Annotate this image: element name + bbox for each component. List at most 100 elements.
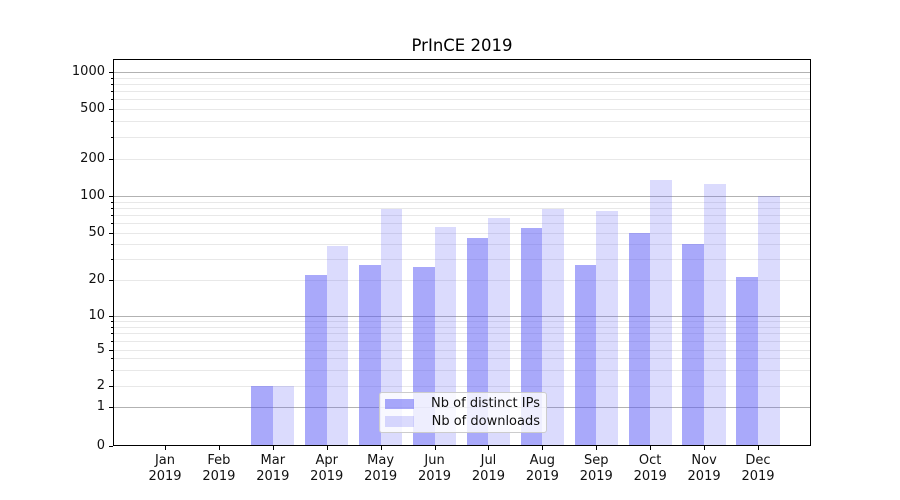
x-axis-tick xyxy=(218,446,220,450)
x-axis-tick xyxy=(488,446,490,450)
y-axis-minor-tick xyxy=(111,259,113,261)
y-axis-minor-tick xyxy=(111,77,113,79)
x-tick-label: Jun 2019 xyxy=(417,453,452,484)
y-gridline-major xyxy=(114,72,810,73)
bar-downloads-oct xyxy=(650,179,672,445)
y-gridline-minor xyxy=(114,83,810,85)
y-tick-label: 50 xyxy=(88,225,105,240)
y-axis-tick xyxy=(109,349,113,351)
bar-distinct-ips-oct xyxy=(628,233,651,445)
legend-swatch-downloads xyxy=(385,416,414,427)
bar-distinct-ips-aug xyxy=(520,227,543,445)
y-gridline-minor xyxy=(114,121,810,123)
bar-downloads-aug xyxy=(542,209,564,445)
x-tick-label: May 2019 xyxy=(364,453,398,484)
y-axis-tick xyxy=(109,407,113,408)
x-tick-label: Feb 2019 xyxy=(202,453,236,484)
legend-swatch-distinct-ips xyxy=(385,398,414,409)
x-axis-tick xyxy=(650,446,652,450)
y-gridline-minor xyxy=(114,99,810,101)
y-axis-minor-tick xyxy=(111,223,113,225)
chart-title: PrInCE 2019 xyxy=(411,36,513,55)
y-tick-label: 0 xyxy=(96,438,105,453)
legend-label-distinct-ips: Nb of distinct IPs xyxy=(431,396,540,412)
legend-label-downloads: Nb of downloads xyxy=(431,413,540,429)
y-gridline-minor xyxy=(114,215,810,217)
y-gridline-minor xyxy=(114,109,810,110)
y-axis-tick xyxy=(109,316,113,317)
y-axis-minor-tick xyxy=(111,369,113,371)
y-axis-minor-tick xyxy=(111,358,113,360)
y-axis-minor-tick xyxy=(111,136,113,138)
y-gridline-minor xyxy=(114,223,810,225)
y-axis-minor-tick xyxy=(111,244,113,246)
y-gridline-minor xyxy=(114,136,810,138)
y-axis-minor-tick xyxy=(111,99,113,101)
x-tick-label: Jul 2019 xyxy=(471,453,505,484)
y-tick-label: 500 xyxy=(80,101,105,116)
x-tick-label: Jan 2019 xyxy=(148,453,182,484)
x-axis-tick xyxy=(326,446,328,450)
y-axis-minor-tick xyxy=(111,91,113,93)
x-tick-label: Sep 2019 xyxy=(579,453,613,484)
y-gridline-minor xyxy=(114,233,810,234)
y-axis-minor-tick xyxy=(111,326,113,328)
y-axis-minor-tick xyxy=(111,207,113,209)
x-tick-label: Aug 2019 xyxy=(525,453,559,484)
y-axis-tick xyxy=(109,386,113,387)
y-tick-label: 1000 xyxy=(71,64,105,79)
y-gridline-major xyxy=(114,196,810,197)
bar-distinct-ips-dec xyxy=(736,277,758,445)
y-tick-label: 10 xyxy=(88,308,105,323)
y-tick-label: 200 xyxy=(80,151,105,166)
y-axis-minor-tick xyxy=(111,121,113,123)
bar-downloads-may xyxy=(380,209,403,445)
y-gridline-minor xyxy=(114,159,810,160)
bar-distinct-ips-nov xyxy=(682,244,705,445)
legend-entry-distinct-ips: Nb of distinct IPs xyxy=(385,395,540,413)
bar-downloads-mar xyxy=(272,386,295,445)
y-tick-label: 100 xyxy=(80,188,105,203)
x-tick-label: Dec 2019 xyxy=(741,453,775,484)
y-axis-tick xyxy=(109,233,113,234)
bar-distinct-ips-sep xyxy=(574,264,597,445)
y-gridline-major xyxy=(114,316,810,317)
bar-downloads-nov xyxy=(704,184,726,445)
y-gridline-minor xyxy=(114,358,810,360)
bar-distinct-ips-may xyxy=(359,264,381,445)
y-axis-minor-tick xyxy=(111,215,113,217)
y-gridline-minor xyxy=(114,369,810,371)
x-tick-label: Apr 2019 xyxy=(310,453,344,484)
y-axis-tick xyxy=(109,72,113,73)
y-gridline-minor xyxy=(114,349,810,351)
x-tick-label: Oct 2019 xyxy=(633,453,667,484)
x-axis-tick xyxy=(380,446,382,450)
y-gridline-minor xyxy=(114,280,810,281)
y-axis-tick xyxy=(109,109,113,110)
y-gridline-minor xyxy=(114,259,810,261)
y-axis-minor-tick xyxy=(111,333,113,335)
x-axis-tick xyxy=(542,446,544,450)
x-axis-tick xyxy=(165,446,166,450)
y-gridline-minor xyxy=(114,333,810,335)
y-gridline-minor xyxy=(114,77,810,79)
y-gridline-minor xyxy=(114,91,810,93)
y-axis-minor-tick xyxy=(111,340,113,342)
y-gridline-minor xyxy=(114,201,810,203)
bar-downloads-dec xyxy=(758,196,780,445)
x-axis-tick xyxy=(758,446,759,450)
y-axis-tick xyxy=(109,280,113,281)
x-axis-tick xyxy=(596,446,598,450)
y-gridline-minor xyxy=(114,244,810,246)
x-tick-label: Mar 2019 xyxy=(256,453,290,484)
bar-downloads-jun xyxy=(434,226,457,445)
x-axis-tick xyxy=(704,446,706,450)
y-tick-label: 5 xyxy=(96,341,105,357)
bar-downloads-apr xyxy=(326,245,349,445)
y-axis-tick xyxy=(109,159,113,160)
y-axis-minor-tick xyxy=(111,201,113,203)
y-tick-label: 20 xyxy=(88,272,105,287)
y-gridline-minor xyxy=(114,326,810,328)
bar-distinct-ips-mar xyxy=(251,386,273,445)
legend: Nb of distinct IPs Nb of downloads xyxy=(379,392,547,433)
